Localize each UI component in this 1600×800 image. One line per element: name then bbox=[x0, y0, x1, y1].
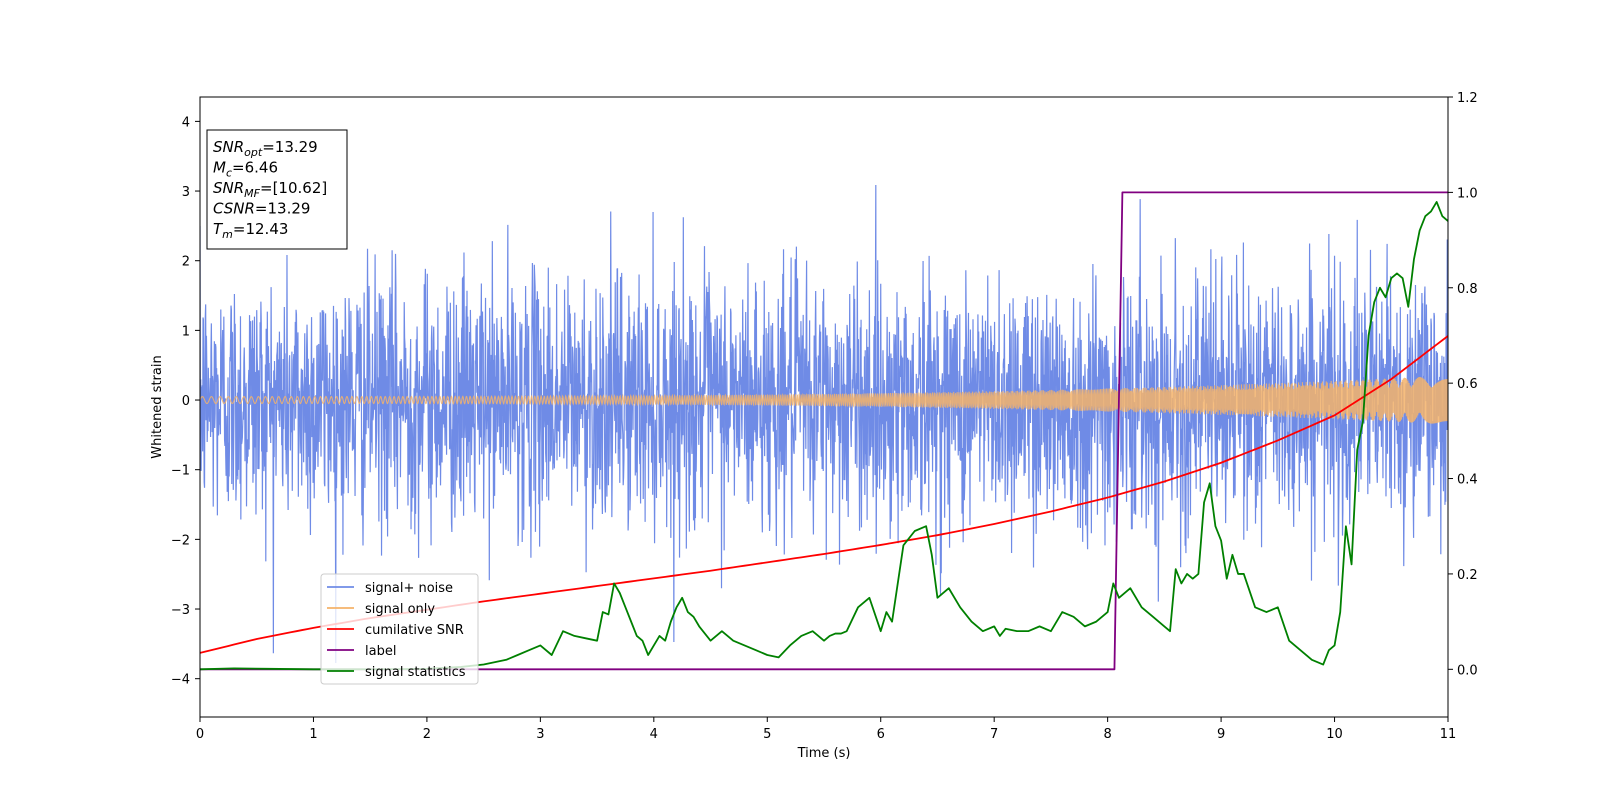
series-label-line bbox=[200, 191, 1448, 671]
y-tick-label: −2 bbox=[171, 533, 190, 548]
x-axis-label: Time (s) bbox=[797, 746, 851, 761]
legend-frame bbox=[320, 573, 479, 685]
y-tick-label: −1 bbox=[171, 464, 190, 479]
x-tick-label: 9 bbox=[1217, 727, 1225, 742]
y-tick-label: 1 bbox=[182, 324, 190, 339]
x-tick-label: 7 bbox=[990, 727, 998, 742]
y2-tick-label: 0.6 bbox=[1457, 377, 1478, 392]
y2-tick-label: 0.4 bbox=[1457, 473, 1478, 488]
y2-tick-label: 0.2 bbox=[1457, 568, 1478, 583]
info-line: SNRopt=13.29 bbox=[213, 138, 318, 159]
info-line: SNRMF=[10.62] bbox=[213, 179, 327, 200]
y-axis-left: −4 −3 −2 −1 0 1 2 3 4 bbox=[171, 115, 200, 688]
legend-label: signal+ noise bbox=[365, 581, 453, 596]
y-axis-right: 0.0 0.2 0.4 0.6 0.8 1.0 1.2 bbox=[1448, 91, 1478, 678]
y-tick-label: 4 bbox=[182, 115, 190, 130]
legend: signal+ noise signal only cumilative SNR la… bbox=[320, 573, 479, 685]
y-axis-label: Whitened strain bbox=[150, 355, 165, 458]
info-box-frame bbox=[206, 129, 348, 250]
legend-label: label bbox=[365, 644, 396, 659]
y-tick-label: 3 bbox=[182, 185, 190, 200]
x-tick-label: 1 bbox=[309, 727, 317, 742]
legend-label: signal statistics bbox=[365, 665, 466, 680]
info-line: Tm=12.43 bbox=[213, 220, 288, 241]
series-signal-statistics-line bbox=[200, 201, 1448, 671]
x-tick-label: 2 bbox=[423, 727, 431, 742]
x-axis: 0 1 2 3 4 5 6 7 8 9 10 11 bbox=[196, 717, 1456, 742]
x-tick-label: 3 bbox=[536, 727, 544, 742]
info-box: SNRopt=13.29Mc=6.46SNRMF=[10.62]CSNR=13.… bbox=[206, 129, 348, 250]
x-tick-label: 0 bbox=[196, 727, 204, 742]
plot-frame bbox=[199, 96, 1449, 718]
y2-tick-label: 1.2 bbox=[1457, 91, 1478, 106]
legend-label: signal only bbox=[365, 602, 435, 617]
x-tick-label: 8 bbox=[1103, 727, 1111, 742]
x-tick-label: 6 bbox=[877, 727, 885, 742]
legend-label: cumilative SNR bbox=[365, 623, 464, 638]
y-tick-label: 2 bbox=[182, 255, 190, 270]
y-tick-label: 0 bbox=[182, 394, 190, 409]
x-tick-label: 11 bbox=[1440, 727, 1457, 742]
series-signal-noise-line bbox=[200, 184, 1448, 663]
x-tick-label: 5 bbox=[763, 727, 771, 742]
series-signal-only-line bbox=[200, 377, 1448, 424]
y-tick-label: −3 bbox=[171, 603, 190, 618]
y2-tick-label: 0.0 bbox=[1457, 663, 1478, 678]
y2-tick-label: 0.8 bbox=[1457, 282, 1478, 297]
x-tick-label: 4 bbox=[650, 727, 658, 742]
x-tick-label: 10 bbox=[1326, 727, 1343, 742]
info-line: CSNR=13.29 bbox=[213, 200, 310, 218]
y2-tick-label: 1.0 bbox=[1457, 186, 1478, 201]
info-line: Mc=6.46 bbox=[213, 159, 278, 180]
y-tick-label: −4 bbox=[171, 673, 190, 688]
